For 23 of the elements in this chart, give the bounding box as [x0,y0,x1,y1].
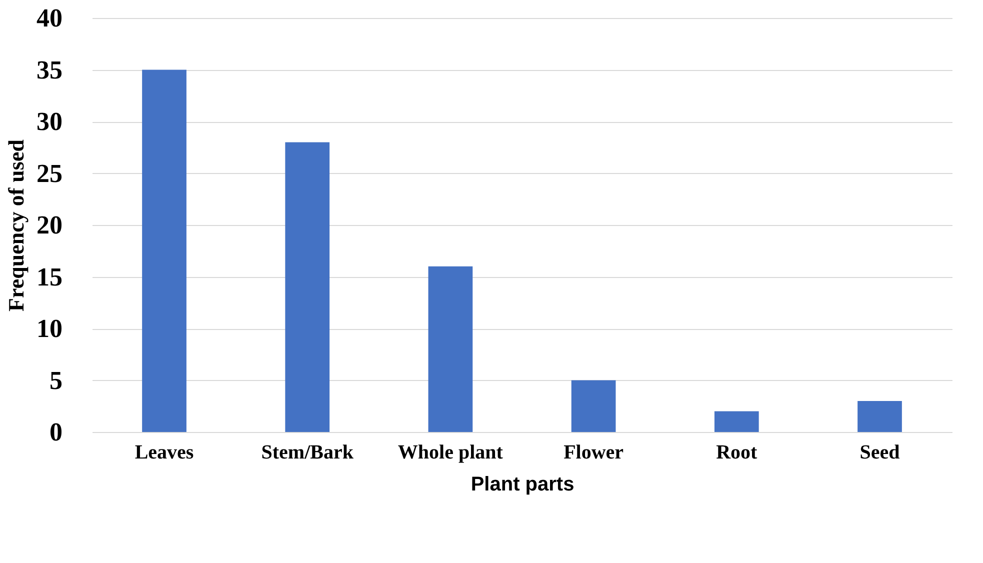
bar [285,142,330,432]
y-tick-label: 25 [36,158,62,188]
y-tick-label: 5 [50,366,62,395]
x-tick-label: Flower [564,442,624,464]
x-axis-title: Plant parts [470,474,574,496]
y-tick-label: 0 [50,418,62,446]
x-tick-label: Stem/Bark [261,442,354,464]
x-tick-label: Whole plant [398,442,504,464]
bar [858,400,902,432]
x-tick-label: Leaves [134,442,194,464]
x-tick-label: Seed [860,442,900,464]
x-tick-label: Root [716,442,758,464]
bar [428,266,473,432]
y-tick-label: 10 [36,314,62,343]
y-axis-title: Frequency of used [4,140,28,312]
y-tick-label: 15 [36,262,62,292]
bar [571,380,616,432]
y-tick-label: 30 [36,107,62,136]
y-tick-label: 35 [36,55,62,84]
bar [714,411,759,432]
y-tick-label: 20 [36,210,62,240]
bar [142,70,186,432]
y-tick-label: 40 [36,4,62,32]
